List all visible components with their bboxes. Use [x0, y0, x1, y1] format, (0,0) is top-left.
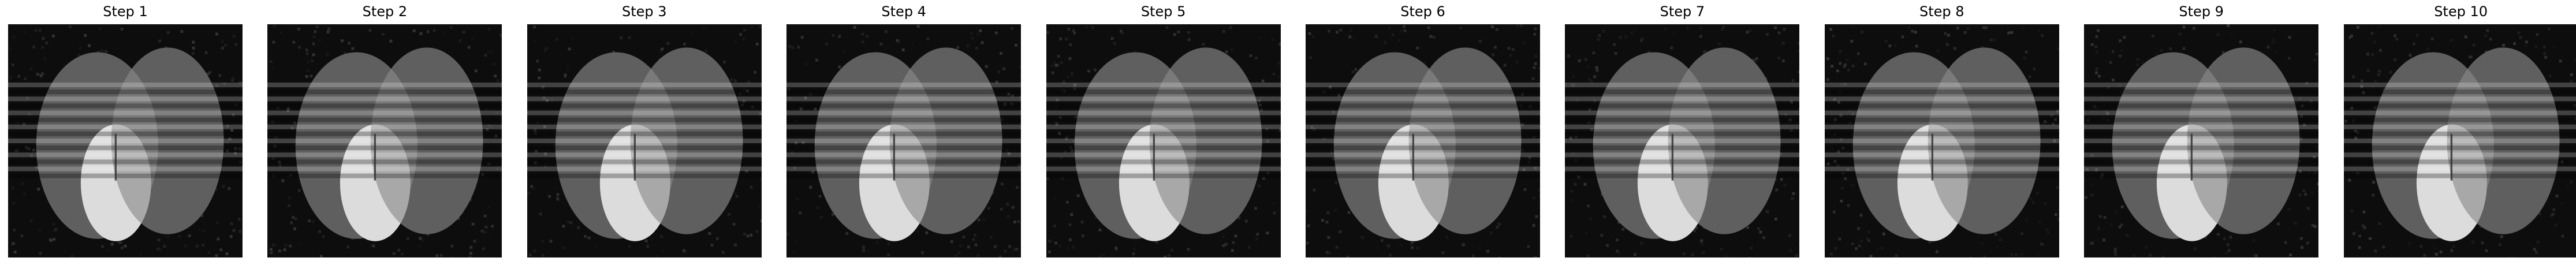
reconstruction-image [2084, 24, 2319, 257]
panel-step-4: Step 4 [786, 0, 1022, 257]
reconstruction-image [2343, 24, 2576, 257]
panel-step-9: Step 9 [2084, 0, 2319, 257]
reconstruction-image [1046, 24, 1281, 257]
stripe-artifacts [2084, 83, 2319, 178]
panel-step-8: Step 8 [1824, 0, 2059, 257]
panel-step-5: Step 5 [1046, 0, 1281, 257]
reconstruction-image [8, 24, 243, 257]
panel-title: Step 8 [1919, 3, 1964, 20]
reconstruction-image [786, 24, 1022, 257]
stripe-artifacts [267, 83, 502, 178]
panel-step-1: Step 1 [8, 0, 243, 257]
panel-title: Step 7 [1660, 3, 1705, 20]
panel-step-7: Step 7 [1565, 0, 1800, 257]
panel-title: Step 3 [622, 3, 667, 20]
stripe-artifacts [8, 83, 243, 178]
stripe-artifacts [1565, 83, 1800, 178]
panel-title: Step 4 [881, 3, 926, 20]
reconstruction-image [527, 24, 762, 257]
panel-title: Step 1 [103, 3, 148, 20]
reconstruction-image [1565, 24, 1800, 257]
panel-title: Step 5 [1140, 3, 1186, 20]
stripe-artifacts [527, 83, 762, 178]
panel-step-6: Step 6 [1306, 0, 1540, 257]
panel-step-2: Step 2 [267, 0, 502, 257]
stripe-artifacts [1046, 83, 1281, 178]
stripe-artifacts [1824, 83, 2059, 178]
reconstruction-image [1824, 24, 2059, 257]
panel-title: Step 10 [2434, 3, 2488, 20]
panel-step-3: Step 3 [527, 0, 762, 257]
stripe-artifacts [2343, 83, 2576, 178]
panel-step-10: Step 10 [2343, 0, 2576, 257]
panel-title: Step 2 [362, 3, 408, 20]
stripe-artifacts [1306, 83, 1540, 178]
panel-title: Step 6 [1400, 3, 1445, 20]
stripe-artifacts [786, 83, 1022, 178]
panel-title: Step 9 [2179, 3, 2224, 20]
reconstruction-image [1306, 24, 1540, 257]
reconstruction-image [267, 24, 502, 257]
